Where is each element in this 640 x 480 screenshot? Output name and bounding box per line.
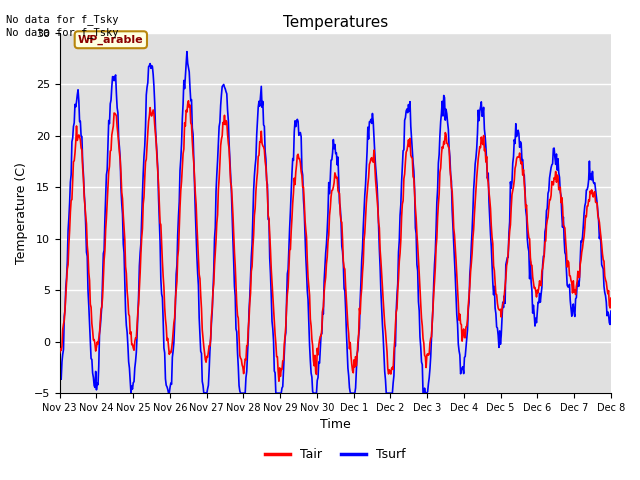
Legend: Tair, Tsurf: Tair, Tsurf [260, 443, 410, 466]
Title: Temperatures: Temperatures [283, 15, 388, 30]
Text: No data for f_Tsky
No data for f_Tsky: No data for f_Tsky No data for f_Tsky [6, 14, 119, 38]
X-axis label: Time: Time [320, 419, 351, 432]
Text: WP_arable: WP_arable [78, 35, 143, 45]
Y-axis label: Temperature (C): Temperature (C) [15, 162, 28, 264]
